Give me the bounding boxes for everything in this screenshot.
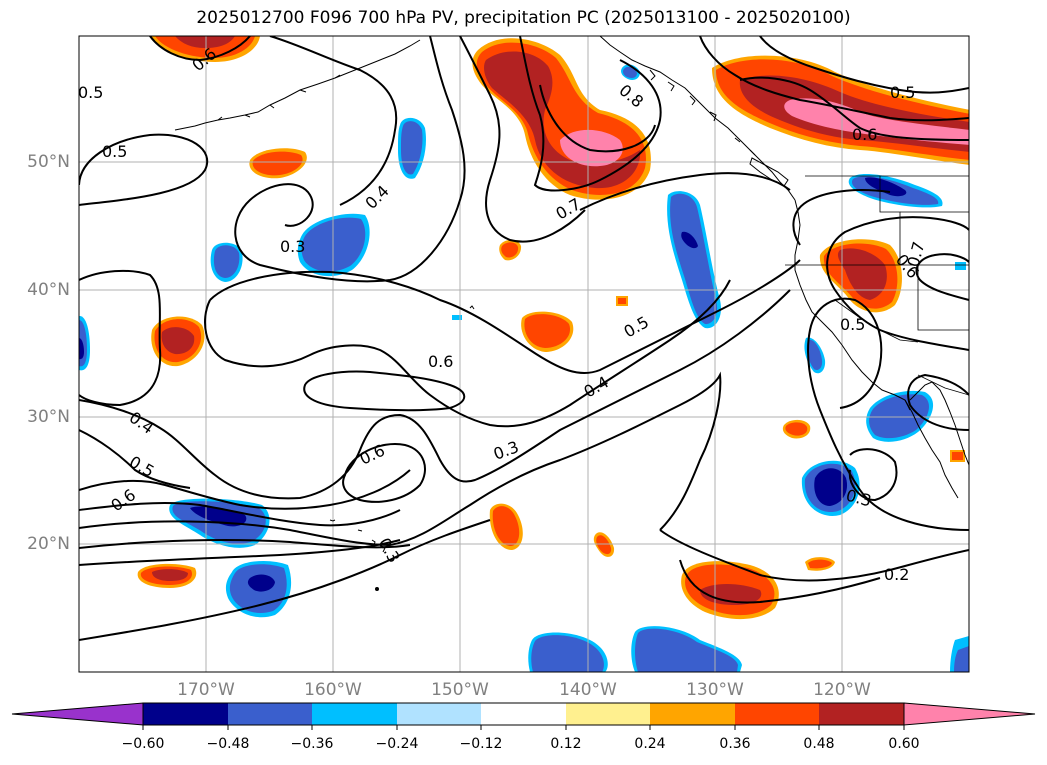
pv-contour-line xyxy=(519,36,662,192)
colorbar-segment xyxy=(397,703,481,725)
pv-contour-line xyxy=(79,469,411,510)
colorbar-segment xyxy=(481,703,566,725)
lat-label: 20°N xyxy=(27,534,70,554)
lat-label: 50°N xyxy=(27,152,70,172)
pv-contour-line xyxy=(342,443,426,503)
colorbar-tick-label: 0.48 xyxy=(803,736,835,752)
pv-contour-line xyxy=(303,370,466,412)
pv-contour-line xyxy=(79,519,491,641)
lon-label: 170°W xyxy=(177,680,235,700)
colorbar-tick-label: −0.24 xyxy=(375,736,419,752)
pv-contour-line xyxy=(79,269,162,407)
colorbar-segment xyxy=(312,703,397,725)
colorbar-extend-high xyxy=(903,702,1036,726)
graticule xyxy=(79,36,969,672)
figure-title: 2025012700 F096 700 hPa PV, precipitatio… xyxy=(196,8,851,28)
lon-label: 130°W xyxy=(686,680,744,700)
pv-contour-line xyxy=(699,36,969,122)
colorbar xyxy=(11,702,1036,730)
colorbar-segment xyxy=(228,703,312,725)
colorbar-tick-label: 0.12 xyxy=(550,736,582,752)
pv-contour-line xyxy=(539,84,656,153)
pv-contour-line xyxy=(234,36,466,283)
lon-label: 120°W xyxy=(813,680,871,700)
pv-contour-line xyxy=(79,289,791,500)
colorbar-segment xyxy=(819,703,904,725)
pv-contour-line xyxy=(739,76,969,141)
political-borders xyxy=(785,175,969,396)
lon-label: 150°W xyxy=(431,680,489,700)
contour-label: 0.6 xyxy=(428,352,453,371)
colorbar-segment xyxy=(650,703,735,725)
pv-contour-line xyxy=(149,36,251,62)
lon-label: 160°W xyxy=(304,680,362,700)
colorbar-segment xyxy=(143,703,228,725)
precip-anomaly-fill xyxy=(79,36,969,672)
contour-label: 0.5 xyxy=(840,315,865,334)
colorbar-tick-label: −0.48 xyxy=(206,736,250,752)
pv-contour-line xyxy=(79,501,401,527)
colorbar-segment xyxy=(566,703,650,725)
contour-label: 0.5 xyxy=(78,83,103,102)
pv-contour-line xyxy=(679,559,881,604)
pv-contour-line xyxy=(659,529,969,582)
pv-contour-line xyxy=(459,36,586,243)
colorbar-tick-label: −0.36 xyxy=(290,736,334,752)
pv-contour-line xyxy=(848,448,898,502)
colorbar-tick-label: 0.36 xyxy=(719,736,751,752)
pv-contours xyxy=(79,36,969,641)
pv-contour-line xyxy=(269,36,398,206)
colorbar-tick-label: −0.60 xyxy=(121,736,165,752)
pv-contour-line xyxy=(826,216,969,351)
contour-label: 0.3 xyxy=(280,237,305,256)
contour-label: 0.5 xyxy=(102,142,127,161)
pv-contour-line xyxy=(79,371,722,547)
pv-contour-line xyxy=(209,259,801,375)
lon-label: 140°W xyxy=(559,680,617,700)
pv-contour-line xyxy=(204,279,731,428)
lat-label: 30°N xyxy=(27,407,70,427)
colorbar-tick-label: 0.60 xyxy=(888,736,920,752)
colorbar-extend-low xyxy=(11,702,144,726)
pv-contour-line xyxy=(79,539,411,549)
contour-label: 0.2 xyxy=(884,565,909,584)
colorbar-segment xyxy=(735,703,819,725)
contour-label: 0.5 xyxy=(890,83,915,102)
pv-contour-line xyxy=(79,539,401,566)
pv-contour-line xyxy=(792,189,891,246)
pv-contour-line xyxy=(79,133,208,206)
pv-contour-line xyxy=(915,253,969,301)
pv-contour-line xyxy=(79,429,191,489)
map-frame xyxy=(78,35,970,673)
contour-label: 0.6 xyxy=(852,125,877,144)
colorbar-tick-label: −0.12 xyxy=(459,736,503,752)
pv-contour-line xyxy=(907,373,969,431)
lat-label: 40°N xyxy=(27,280,70,300)
colorbar-tick-label: 0.24 xyxy=(634,736,666,752)
pv-contour-line xyxy=(579,172,791,211)
pv-contour-line xyxy=(759,36,969,94)
